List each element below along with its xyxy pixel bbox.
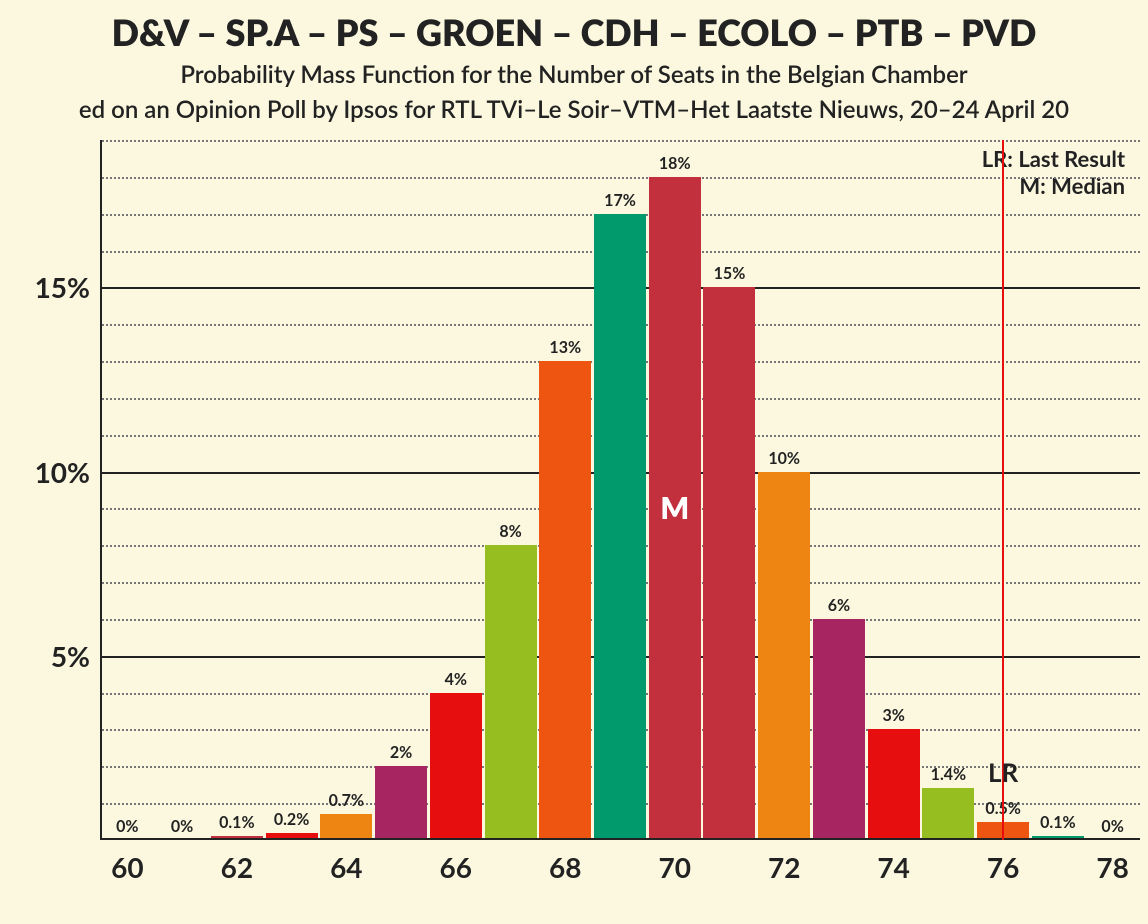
bar bbox=[868, 729, 920, 838]
gridline-minor bbox=[102, 177, 1140, 179]
x-tick-label: 76 bbox=[987, 850, 1019, 884]
bar-value-label: 0.7% bbox=[329, 791, 364, 810]
x-tick-label: 64 bbox=[330, 850, 362, 884]
y-tick-label: 15% bbox=[20, 270, 90, 304]
x-tick-label: 62 bbox=[221, 850, 253, 884]
chart-subtitle-2: ed on an Opinion Poll by Ipsos for RTL T… bbox=[0, 95, 1148, 124]
x-tick-label: 66 bbox=[440, 850, 472, 884]
x-axis-line bbox=[100, 838, 1140, 840]
chart-title-main: D&V – SP.A – PS – GROEN – CDH – ECOLO – … bbox=[0, 10, 1148, 54]
bar-value-label: 17% bbox=[604, 191, 636, 210]
y-tick-label: 5% bbox=[20, 639, 90, 673]
bar bbox=[813, 619, 865, 838]
median-marker: M bbox=[660, 490, 689, 526]
bar-value-label: 0.1% bbox=[219, 813, 254, 832]
bar-value-label: 15% bbox=[714, 264, 746, 283]
last-result-line bbox=[1002, 140, 1004, 840]
bar-value-label: 0.2% bbox=[274, 810, 309, 829]
x-tick-label: 78 bbox=[1096, 850, 1128, 884]
bar bbox=[266, 833, 318, 838]
x-tick-label: 60 bbox=[111, 850, 143, 884]
bar-value-label: 6% bbox=[828, 596, 850, 615]
bar-value-label: 3% bbox=[882, 706, 904, 725]
bar-value-label: 4% bbox=[445, 670, 467, 689]
bar bbox=[211, 836, 263, 838]
bar-value-label: 10% bbox=[768, 449, 800, 468]
bar bbox=[539, 361, 591, 838]
x-tick-label: 68 bbox=[549, 850, 581, 884]
bar-value-label: 2% bbox=[390, 743, 412, 762]
y-tick-label: 10% bbox=[20, 455, 90, 489]
bar-value-label: 0% bbox=[1101, 817, 1123, 836]
bar-value-label: 0% bbox=[171, 817, 193, 836]
bar bbox=[703, 287, 755, 838]
bar bbox=[594, 214, 646, 838]
bar-value-label: 0% bbox=[116, 817, 138, 836]
bar-value-label: 1.4% bbox=[931, 765, 966, 784]
bar bbox=[430, 693, 482, 838]
bar-value-label: 13% bbox=[549, 338, 581, 357]
x-tick-label: 72 bbox=[768, 850, 800, 884]
bar bbox=[922, 788, 974, 838]
chart-plot-area: LR: Last Result M: Median 5%10%15%0%0%0.… bbox=[100, 140, 1140, 840]
bar bbox=[375, 766, 427, 838]
chart-subtitle-1: Probability Mass Function for the Number… bbox=[0, 60, 1148, 89]
last-result-label: LR bbox=[988, 756, 1018, 788]
bar-value-label: 8% bbox=[499, 522, 521, 541]
x-tick-label: 74 bbox=[877, 850, 909, 884]
bar bbox=[1032, 836, 1084, 838]
bar bbox=[320, 814, 372, 838]
bar bbox=[485, 545, 537, 838]
x-tick-label: 70 bbox=[658, 850, 690, 884]
bar-value-label: 0.1% bbox=[1040, 813, 1075, 832]
bar bbox=[758, 472, 810, 838]
y-axis-line bbox=[100, 140, 102, 840]
gridline-minor bbox=[102, 140, 1140, 142]
bar-value-label: 18% bbox=[659, 154, 691, 173]
